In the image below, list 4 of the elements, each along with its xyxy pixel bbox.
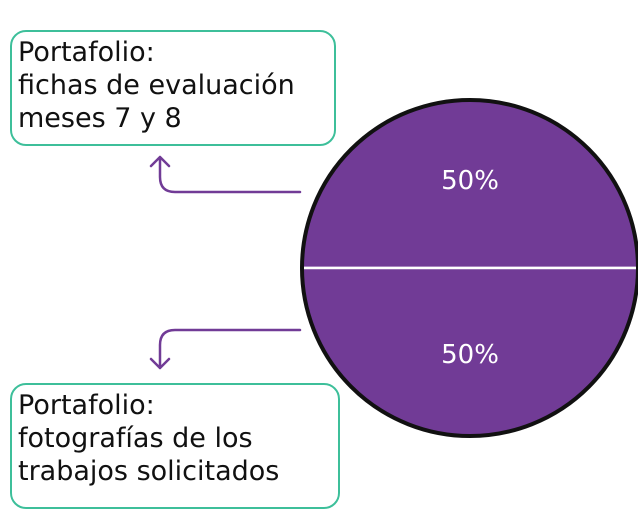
legend-label: Portafolio: fotografías de los trabajos solicitados <box>10 383 340 509</box>
slice-label: Portafolio: fichas de evaluación meses 7 y 8 <box>10 30 336 146</box>
data-label: 50% <box>441 166 499 196</box>
data-label: 50% <box>441 340 499 370</box>
